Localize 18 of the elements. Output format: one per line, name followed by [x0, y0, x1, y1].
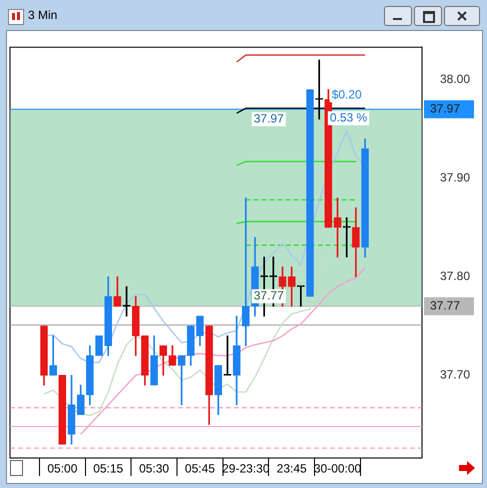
- y-tick-label: 37.90: [440, 170, 470, 185]
- x-tick-label: 05:15: [93, 462, 124, 476]
- x-tick-label: 05:00: [47, 462, 78, 476]
- y-tick-label: 37.70: [440, 368, 470, 382]
- annotation: 0.53 %: [330, 110, 368, 125]
- x-tick-label: 30-00:00: [314, 462, 362, 476]
- y-tick-label: 37.80: [440, 269, 470, 284]
- x-tick-label: 23:45: [276, 462, 308, 476]
- ref-line-label: 37.77: [430, 298, 460, 313]
- x-tick-label: 05:30: [139, 462, 170, 476]
- annotation: $0.20: [332, 88, 362, 102]
- candlestick: [334, 198, 342, 258]
- annotation: 37.77: [254, 288, 284, 303]
- ref-line-label: 37.97: [430, 102, 460, 116]
- annotation: 37.97: [254, 112, 284, 126]
- y-tick-label: 38.00: [440, 72, 470, 86]
- chart-title: 3 Min: [28, 8, 58, 22]
- x-tick-label: 05:45: [184, 462, 216, 476]
